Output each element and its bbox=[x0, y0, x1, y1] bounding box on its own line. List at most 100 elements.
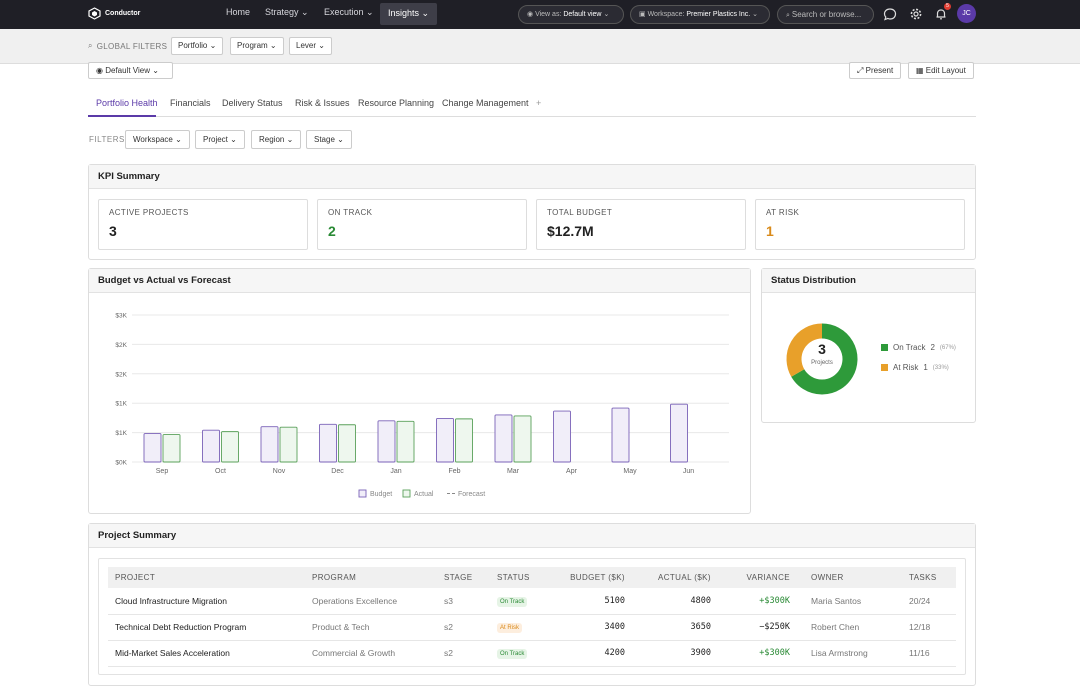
tab-delivery-status[interactable]: Delivery Status bbox=[222, 98, 283, 108]
bell-icon[interactable] bbox=[934, 7, 948, 21]
view-select[interactable]: ◉ Default View ⌄ bbox=[88, 62, 173, 79]
table-row[interactable]: Mid-Market Sales Acceleration Commercial… bbox=[108, 640, 956, 667]
column-header[interactable]: STAGE bbox=[437, 567, 490, 588]
kpi-label: AT RISK bbox=[766, 208, 800, 217]
tab-risk-issues[interactable]: Risk & Issues bbox=[295, 98, 350, 108]
tab-resource-planning[interactable]: Resource Planning bbox=[358, 98, 435, 108]
column-header[interactable]: STATUS bbox=[490, 567, 560, 588]
filter-project[interactable]: Project ⌄ bbox=[195, 130, 245, 149]
y-tick-label: $3K bbox=[115, 313, 127, 320]
legend-pct: (67%) bbox=[939, 344, 956, 351]
budget-value: 4200 bbox=[560, 640, 639, 667]
global-filter-portfolio[interactable]: Portfolio ⌄ bbox=[171, 37, 224, 55]
donut-slice bbox=[791, 323, 858, 395]
project-name[interactable]: Technical Debt Reduction Program bbox=[108, 614, 305, 641]
notification-badge: 5 bbox=[944, 3, 951, 10]
x-tick-label: Jan bbox=[390, 468, 401, 475]
project-table-wrapper bbox=[98, 558, 966, 675]
column-header[interactable]: OWNER bbox=[804, 567, 902, 588]
filter-workspace[interactable]: Workspace ⌄ bbox=[125, 130, 190, 149]
edit-layout-button[interactable]: ▦ Edit Layout bbox=[908, 62, 974, 79]
search-icon: ⌕ bbox=[786, 12, 790, 19]
nav-strategy-label: Strategy bbox=[265, 7, 299, 17]
column-header[interactable]: VARIANCE bbox=[725, 567, 804, 588]
nav-strategy[interactable]: Strategy ⌄ bbox=[257, 0, 317, 25]
legend-label: Actual bbox=[414, 491, 434, 498]
present-label: Present bbox=[865, 66, 894, 75]
legend-swatch bbox=[402, 489, 411, 498]
table-row[interactable]: Technical Debt Reduction Program Product… bbox=[108, 614, 956, 641]
table-row[interactable]: Cloud Infrastructure Migration Operation… bbox=[108, 588, 956, 615]
column-header[interactable]: BUDGET ($K) bbox=[560, 567, 639, 588]
y-tick-label: $0K bbox=[115, 460, 127, 467]
view-as-value: Default view bbox=[563, 11, 602, 18]
global-filter-lever[interactable]: Lever ⌄ bbox=[289, 37, 332, 55]
legend-swatch bbox=[358, 489, 367, 498]
legend-label: Forecast bbox=[458, 491, 485, 498]
owner-name: Robert Chen bbox=[804, 614, 902, 641]
present-button[interactable]: ⤢ Present bbox=[849, 62, 902, 79]
avatar[interactable]: JC bbox=[957, 4, 976, 23]
chevron-down-icon: ⌄ bbox=[175, 135, 182, 144]
chat-icon[interactable] bbox=[883, 7, 897, 21]
y-tick-label: $2K bbox=[115, 342, 127, 349]
table-header-row: PROJECT PROGRAM STAGE STATUS BUDGET ($K)… bbox=[108, 567, 956, 588]
filter-stage-label: Stage bbox=[314, 135, 335, 144]
stage: s2 bbox=[437, 614, 490, 641]
column-header[interactable]: TASKS bbox=[902, 567, 956, 588]
tab-portfolio-health[interactable]: Portfolio Health bbox=[96, 98, 158, 108]
kpi-label: TOTAL BUDGET bbox=[547, 208, 613, 217]
filter-workspace-label: Workspace bbox=[133, 135, 173, 144]
workspace-select[interactable]: ▣ Workspace: Premier Plastics Inc. ⌄ bbox=[630, 5, 770, 24]
stage: s2 bbox=[437, 640, 490, 667]
logo-icon bbox=[88, 7, 101, 20]
status-distribution-card: Status Distribution 3 Projects On Track … bbox=[761, 268, 976, 423]
nav-insights[interactable]: Insights ⌄ bbox=[380, 3, 438, 25]
column-header[interactable]: ACTUAL ($K) bbox=[639, 567, 725, 588]
donut-center-label: Projects bbox=[811, 360, 833, 366]
dashboard-tabs: Portfolio Health Financials Delivery Sta… bbox=[88, 96, 976, 117]
column-header[interactable]: PROGRAM bbox=[305, 567, 437, 588]
filter-region[interactable]: Region ⌄ bbox=[251, 130, 302, 149]
top-navbar: Conductor Home Strategy ⌄ Execution ⌄ In… bbox=[0, 0, 1080, 29]
filter-stage[interactable]: Stage ⌄ bbox=[306, 130, 352, 149]
global-filter-lever-label: Lever bbox=[296, 41, 317, 50]
x-tick-label: Sep bbox=[156, 468, 169, 475]
x-tick-label: Feb bbox=[448, 468, 460, 475]
kpi-summary-card: KPI Summary ACTIVE PROJECTS 3 ON TRACK 2… bbox=[88, 164, 976, 260]
nav-home[interactable]: Home bbox=[218, 0, 258, 25]
tab-financials[interactable]: Financials bbox=[170, 98, 211, 108]
gear-icon[interactable] bbox=[909, 7, 923, 21]
status-cell: At Risk bbox=[490, 614, 560, 641]
kpi-label: ACTIVE PROJECTS bbox=[109, 208, 189, 217]
budget-bar bbox=[553, 410, 571, 463]
tab-change-management[interactable]: Change Management bbox=[442, 98, 529, 108]
donut-slice bbox=[786, 323, 823, 377]
kpi-total-budget: TOTAL BUDGET $12.7M bbox=[536, 199, 746, 250]
add-tab-button[interactable]: + bbox=[536, 98, 542, 108]
status-badge: On Track bbox=[497, 596, 528, 607]
legend-value: 2 bbox=[930, 343, 935, 352]
legend-label: Budget bbox=[370, 491, 392, 498]
layout-icon: ▦ bbox=[916, 66, 924, 75]
donut-center-value: 3 bbox=[818, 341, 826, 357]
global-filter-program[interactable]: Program ⌄ bbox=[230, 37, 284, 55]
legend-on-track: On Track 2 (67%) bbox=[881, 343, 956, 352]
app-logo[interactable]: Conductor bbox=[88, 7, 140, 20]
chevron-down-icon: ⌄ bbox=[286, 135, 294, 144]
legend-value: 1 bbox=[923, 363, 928, 372]
project-name[interactable]: Cloud Infrastructure Migration bbox=[108, 588, 305, 615]
actual-bar bbox=[221, 431, 239, 463]
view-as-select[interactable]: ◉ View as: Default view ⌄ bbox=[518, 5, 624, 24]
global-filters-label: ⌕ GLOBAL FILTERS bbox=[88, 41, 167, 51]
project-name[interactable]: Mid-Market Sales Acceleration bbox=[108, 640, 305, 667]
kpi-on-track: ON TRACK 2 bbox=[317, 199, 527, 250]
nav-execution[interactable]: Execution ⌄ bbox=[316, 0, 382, 25]
legend-swatch bbox=[881, 344, 888, 351]
global-filter-portfolio-label: Portfolio bbox=[178, 41, 208, 50]
active-tab-indicator bbox=[88, 115, 156, 117]
filter-project-label: Project bbox=[203, 135, 228, 144]
search-input[interactable]: ⌕ Search or browse... bbox=[777, 5, 874, 24]
column-header[interactable]: PROJECT bbox=[108, 567, 305, 588]
chevron-down-icon: ⌄ bbox=[752, 11, 758, 18]
